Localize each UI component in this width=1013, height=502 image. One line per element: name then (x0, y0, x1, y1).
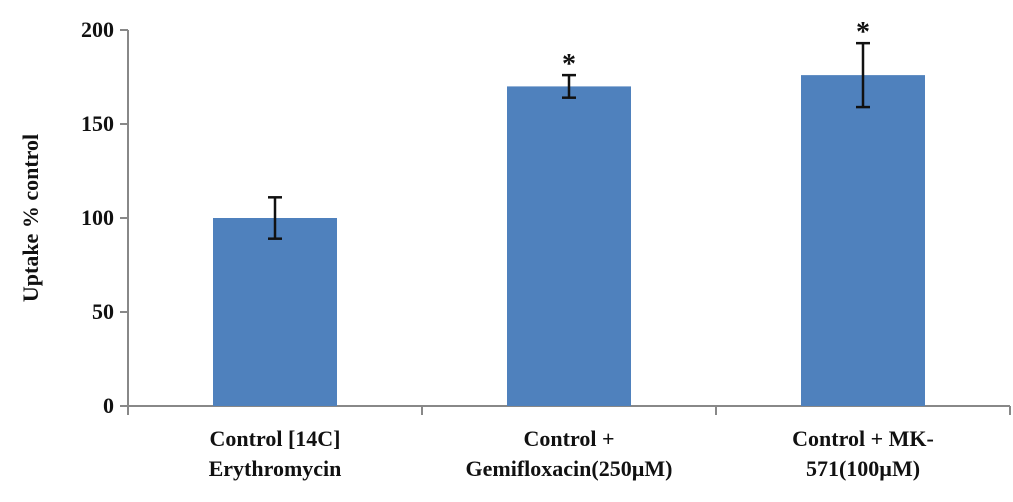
y-axis: 0 50 100 150 200 (81, 17, 129, 418)
y-tick-label: 100 (81, 205, 114, 230)
x-tick-label: Control + MK- (792, 426, 934, 451)
bar (213, 218, 337, 406)
y-tick-label: 50 (92, 299, 114, 324)
y-tick-label: 200 (81, 17, 114, 42)
y-axis-label: Uptake % control (18, 134, 43, 302)
significance-marker: * (562, 49, 576, 80)
bar (801, 75, 925, 407)
bars: ** (213, 17, 925, 407)
y-tick-label: 150 (81, 111, 114, 136)
y-tick-label: 0 (103, 393, 114, 418)
bar (507, 86, 631, 407)
x-tick-label: Control + (524, 426, 615, 451)
x-tick-label: Erythromycin (209, 456, 342, 481)
x-axis: Control [14C] Erythromycin Control + Gemifl… (127, 405, 1011, 481)
x-tick-label: 571(100µM) (806, 456, 920, 481)
x-tick-label: Gemifloxacin(250µM) (466, 456, 673, 481)
significance-marker: * (856, 17, 870, 48)
x-tick-label: Control [14C] (210, 426, 341, 451)
